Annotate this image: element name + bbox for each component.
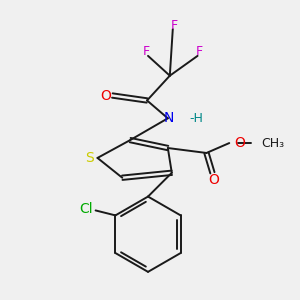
Text: O: O	[208, 173, 219, 187]
Text: S: S	[85, 151, 94, 165]
Text: F: F	[142, 45, 150, 58]
Text: F: F	[171, 19, 178, 32]
Text: -H: -H	[190, 112, 203, 125]
Text: O: O	[100, 88, 111, 103]
Text: Cl: Cl	[79, 202, 92, 216]
Text: F: F	[196, 45, 203, 58]
Text: CH₃: CH₃	[261, 136, 284, 150]
Text: O: O	[234, 136, 245, 150]
Text: N: N	[164, 111, 174, 125]
